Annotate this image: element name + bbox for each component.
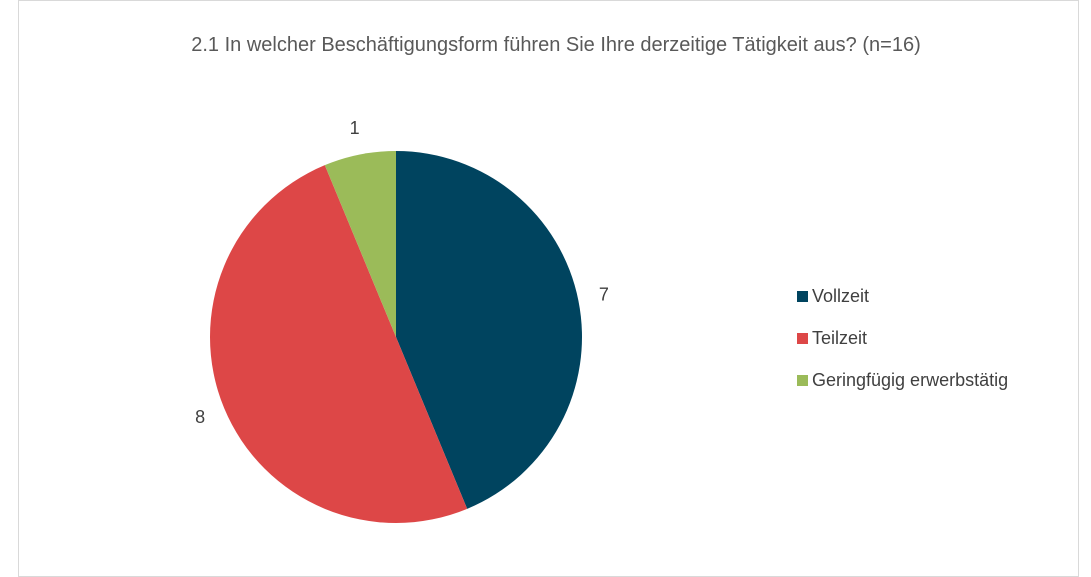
pie-slice	[209, 165, 468, 524]
data-label: 1	[350, 118, 360, 138]
legend-label: Geringfügig erwerbstätig	[812, 370, 1008, 390]
pie-slice	[324, 151, 396, 337]
legend-swatch	[797, 333, 808, 344]
legend-label: Vollzeit	[812, 286, 869, 306]
legend-label: Teilzeit	[812, 328, 867, 348]
pie-slice	[396, 151, 583, 509]
chart-title: 2.1 In welcher Beschäftigungsform führen…	[191, 34, 921, 56]
data-label: 7	[599, 284, 609, 304]
data-label: 8	[195, 407, 205, 427]
legend-swatch	[797, 291, 808, 302]
legend-swatch	[797, 375, 808, 386]
